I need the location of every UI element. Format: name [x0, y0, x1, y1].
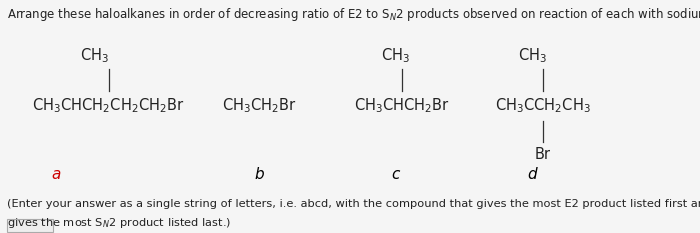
Text: a: a	[51, 167, 61, 182]
Text: b: b	[254, 167, 264, 182]
Text: Arrange these haloalkanes in order of decreasing ratio of E2 to S$_N$2 products : Arrange these haloalkanes in order of de…	[7, 6, 700, 23]
Text: CH$_3$: CH$_3$	[381, 47, 410, 65]
Text: c: c	[391, 167, 400, 182]
FancyBboxPatch shape	[7, 219, 52, 232]
Text: gives the most S$_N$2 product listed last.): gives the most S$_N$2 product listed las…	[7, 216, 231, 230]
Text: Br: Br	[535, 147, 550, 162]
Text: CH$_3$CH$_2$Br: CH$_3$CH$_2$Br	[222, 97, 296, 115]
Text: CH$_3$CCH$_2$CH$_3$: CH$_3$CCH$_2$CH$_3$	[495, 97, 590, 115]
Text: d: d	[527, 167, 537, 182]
Text: CH$_3$: CH$_3$	[80, 47, 109, 65]
Text: CH$_3$CHCH$_2$CH$_2$CH$_2$Br: CH$_3$CHCH$_2$CH$_2$CH$_2$Br	[32, 97, 185, 115]
Text: CH$_3$CHCH$_2$Br: CH$_3$CHCH$_2$Br	[354, 97, 451, 115]
Text: CH$_3$: CH$_3$	[517, 47, 547, 65]
Text: (Enter your answer as a single string of letters, i.e. abcd, with the compound t: (Enter your answer as a single string of…	[7, 199, 700, 209]
